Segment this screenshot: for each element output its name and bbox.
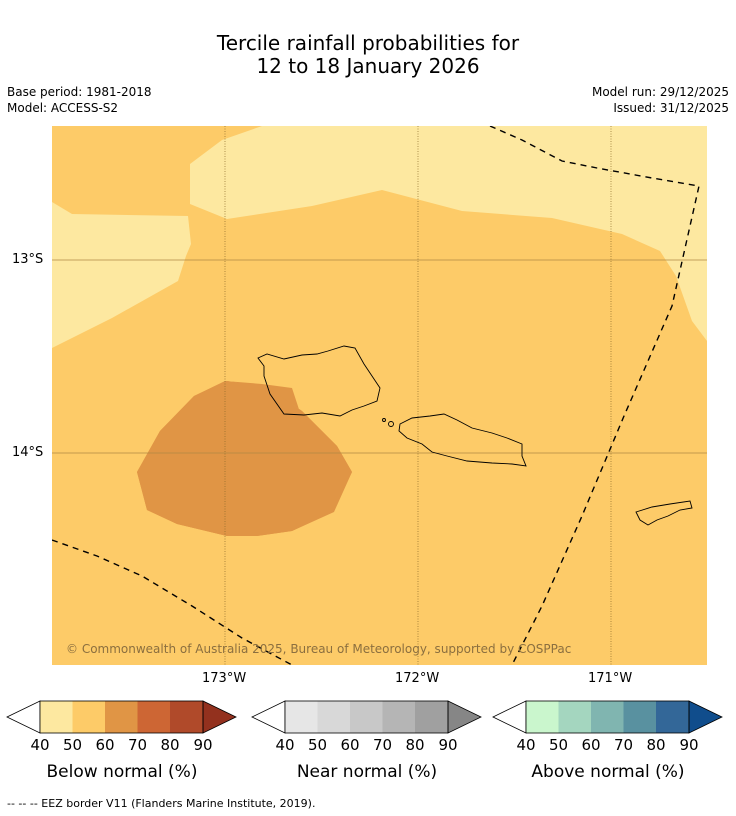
cb-below-tick: 90 <box>193 736 213 754</box>
cb-near-tick: 80 <box>405 736 425 754</box>
island-tutuila <box>635 500 693 526</box>
eez-footnote: -- -- -- EEZ border V11 (Flanders Marine… <box>7 797 316 810</box>
lon-label-172w: 172°W <box>395 671 440 686</box>
graticule <box>52 126 707 665</box>
colorbar-near-label: Near normal (%) <box>296 762 438 782</box>
colorbar-below-label: Below normal (%) <box>46 762 198 782</box>
base-period: Base period: 1981-2018 <box>7 85 152 99</box>
region-40-top <box>190 126 707 341</box>
cb-below-tick: 60 <box>95 736 115 754</box>
issued-date: Issued: 31/12/2025 <box>613 101 729 115</box>
cb-below-tick: 70 <box>127 736 148 754</box>
cb-above-tick: 80 <box>646 736 666 754</box>
lat-label-13s: 13°S <box>12 252 44 267</box>
title-line-1: Tercile rainfall probabilities for <box>216 31 520 55</box>
region-40-left <box>52 202 191 348</box>
islands <box>257 345 693 526</box>
lat-label-14s: 14°S <box>12 445 44 460</box>
cb-near-tick: 60 <box>340 736 360 754</box>
colorbar-above <box>492 700 723 734</box>
colorbar-above-label: Above normal (%) <box>531 762 685 782</box>
cb-near-tick: 50 <box>307 736 328 754</box>
cb-above-tick: 70 <box>613 736 634 754</box>
lon-label-173w: 173°W <box>202 671 247 686</box>
cb-below-tick: 50 <box>62 736 83 754</box>
island-savaii <box>257 345 381 417</box>
eez-border <box>52 126 700 665</box>
rainfall-map: © Commonwealth of Australia 2025, Bureau… <box>52 126 707 665</box>
lon-label-171w: 171°W <box>588 671 633 686</box>
model-name: Model: ACCESS-S2 <box>7 101 119 115</box>
colorbar-below <box>6 700 237 734</box>
cb-above-tick: 50 <box>548 736 569 754</box>
cb-above-tick: 90 <box>679 736 699 754</box>
cb-above-tick: 60 <box>581 736 601 754</box>
cb-near-tick: 90 <box>438 736 458 754</box>
island-upolu <box>398 413 527 467</box>
cb-near-tick: 70 <box>372 736 393 754</box>
cb-near-tick: 40 <box>275 736 295 754</box>
cb-below-tick: 40 <box>30 736 50 754</box>
title-line-2: 12 to 18 January 2026 <box>256 54 480 78</box>
colorbar-near <box>251 700 482 734</box>
copyright-notice: © Commonwealth of Australia 2025, Bureau… <box>66 642 571 656</box>
cb-above-tick: 40 <box>516 736 536 754</box>
model-run: Model run: 29/12/2025 <box>591 85 729 99</box>
cb-below-tick: 80 <box>160 736 180 754</box>
